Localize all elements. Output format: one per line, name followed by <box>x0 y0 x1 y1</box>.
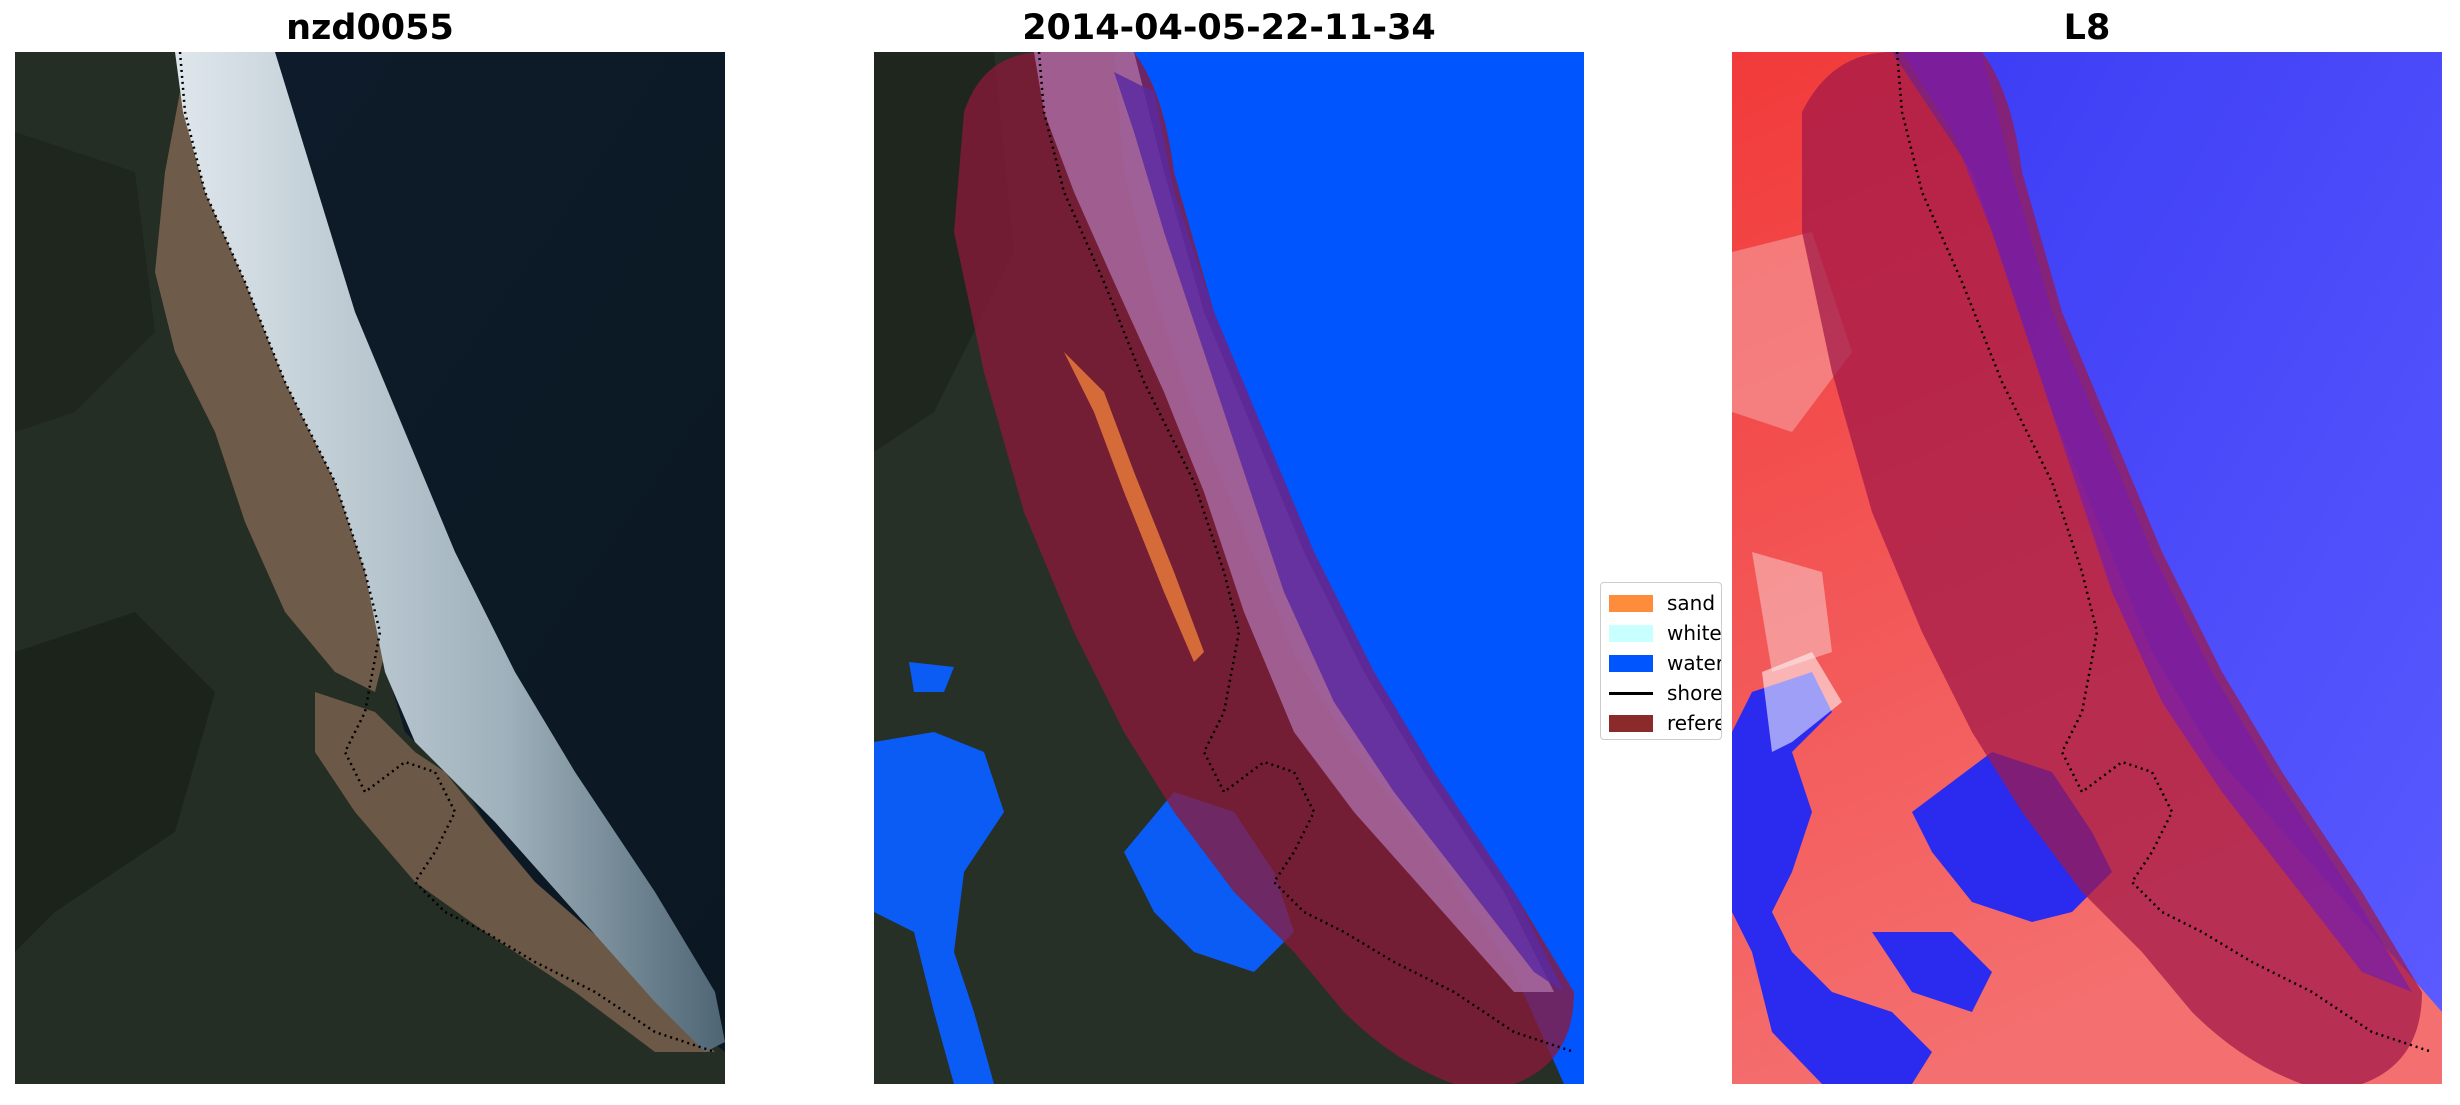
reference-swatch <box>1609 715 1653 732</box>
panel-title-rgb: nzd0055 <box>286 8 454 48</box>
classification-image <box>874 52 1584 1084</box>
panel-title-classification: 2014-04-05-22-11-34 <box>1022 8 1436 48</box>
shoreline-line-swatch <box>1609 692 1653 695</box>
legend-label-sand: sand <box>1667 591 1716 615</box>
legend-label-water: water <box>1667 651 1722 675</box>
legend-item-water: water <box>1609 649 1722 675</box>
legend-item-reference: referer <box>1609 709 1721 735</box>
index-image <box>1732 52 2442 1084</box>
sand-swatch <box>1609 595 1653 612</box>
index-panel <box>1732 52 2442 1084</box>
whitewater-swatch <box>1609 625 1653 642</box>
legend-item-shoreline: shorel <box>1609 679 1722 705</box>
rgb-image-panel <box>15 52 725 1084</box>
shoreline-index <box>1895 52 2433 1054</box>
water-swatch <box>1609 655 1653 672</box>
rgb-image <box>15 52 725 1084</box>
classification-panel <box>874 52 1584 1084</box>
shoreline-classification <box>1037 52 1575 1054</box>
legend-item-sand: sand <box>1609 589 1721 615</box>
shoreline-rgb <box>178 52 716 1054</box>
panel-title-index: L8 <box>2063 8 2111 48</box>
legend-label-reference: referer <box>1667 711 1721 735</box>
legend-label-shoreline: shorel <box>1667 681 1722 705</box>
